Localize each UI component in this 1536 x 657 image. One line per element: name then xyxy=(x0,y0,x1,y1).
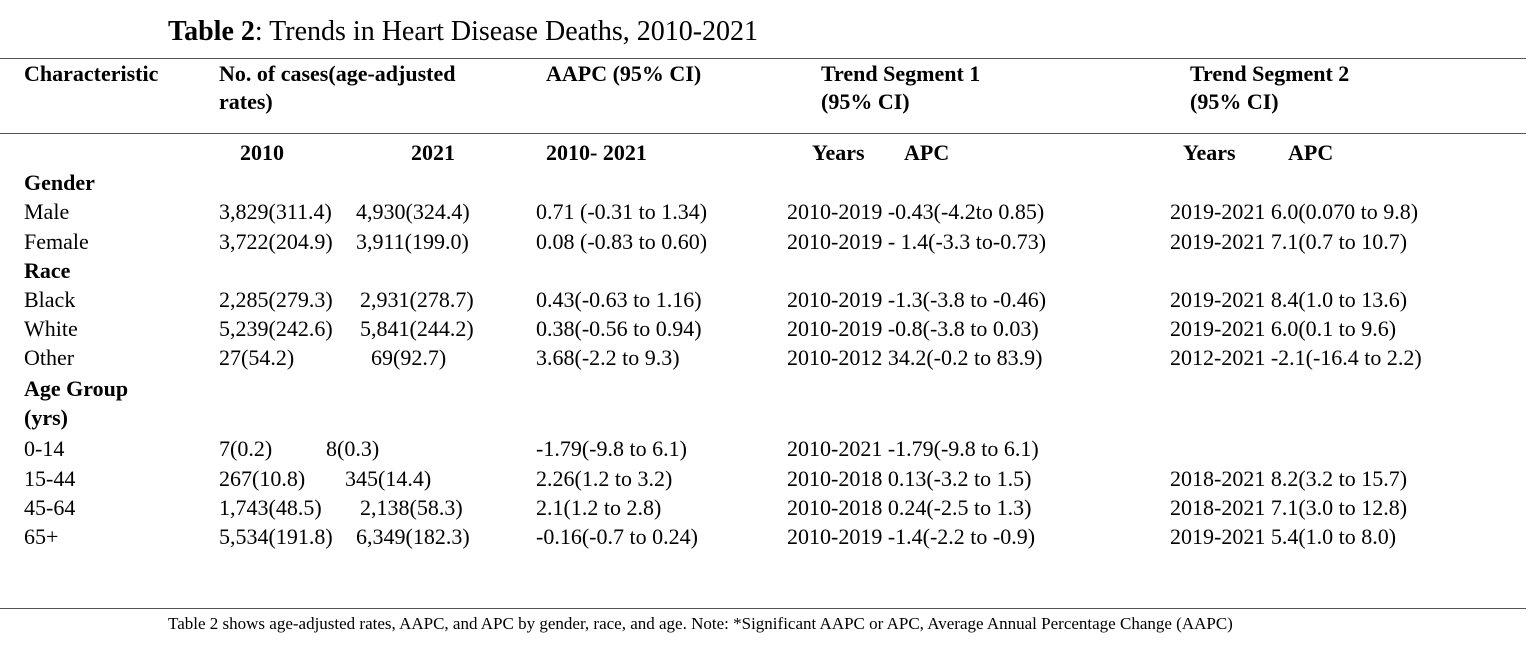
aapc-value: 2.1(1.2 to 2.8) xyxy=(536,495,662,520)
segment2-value: 2019-2021 8.4(1.0 to 13.6) xyxy=(1170,287,1408,312)
subheader-seg1-apc: APC xyxy=(904,140,950,165)
segment1-value: 2010-2019 - 1.4(-3.3 to-0.73) xyxy=(787,229,1047,254)
header-seg2-line2: (95% CI) xyxy=(1190,89,1279,114)
cases-2021: 4,930(324.4) xyxy=(356,199,470,224)
row-label: 15-44 xyxy=(24,466,76,491)
bottom-rule xyxy=(0,608,1526,609)
segment2-value: 2019-2021 5.4(1.0 to 8.0) xyxy=(1170,524,1397,549)
cases-2010: 2,285(279.3) xyxy=(219,287,333,312)
segment1-value: 2010-2019 -1.4(-2.2 to -0.9) xyxy=(787,524,1036,549)
cases-2021: 5,841(244.2) xyxy=(360,316,474,341)
aapc-value: 3.68(-2.2 to 9.3) xyxy=(536,345,680,370)
segment1-value: 2010-2019 -0.8(-3.8 to 0.03) xyxy=(787,316,1039,341)
cases-2010: 3,829(311.4) xyxy=(219,199,332,224)
cases-2010: 267(10.8) xyxy=(219,466,306,491)
row-label: 0-14 xyxy=(24,436,65,461)
segment2-value: 2018-2021 8.2(3.2 to 15.7) xyxy=(1170,466,1408,491)
cases-2021: 2,931(278.7) xyxy=(360,287,474,312)
cases-2021: 345(14.4) xyxy=(345,466,432,491)
subheader-2010: 2010 xyxy=(240,140,284,165)
section-age-group-line2: (yrs) xyxy=(24,405,68,430)
cases-2010: 5,239(242.6) xyxy=(219,316,333,341)
row-label: Male xyxy=(24,199,70,224)
segment2-value: 2018-2021 7.1(3.0 to 12.8) xyxy=(1170,495,1408,520)
row-label: 65+ xyxy=(24,524,59,549)
header-cases-line2: rates) xyxy=(219,89,273,114)
header-characteristic: Characteristic xyxy=(24,61,159,86)
section-age-group-line1: Age Group xyxy=(24,376,129,401)
table-footnote: Table 2 shows age-adjusted rates, AAPC, … xyxy=(168,614,1233,633)
subheader-seg1-years: Years xyxy=(812,140,865,165)
table-title-text: : Trends in Heart Disease Deaths, 2010-2… xyxy=(254,16,759,47)
segment1-value: 2010-2019 -0.43(-4.2to 0.85) xyxy=(787,199,1045,224)
top-rule xyxy=(0,58,1526,59)
segment1-value: 2010-2018 0.24(-2.5 to 1.3) xyxy=(787,495,1032,520)
subheader-2021: 2021 xyxy=(411,140,455,165)
cases-2021: 8(0.3) xyxy=(326,436,380,461)
row-label: Black xyxy=(24,287,76,312)
segment2-value: 2019-2021 6.0(0.070 to 9.8) xyxy=(1170,199,1419,224)
cases-2010: 3,722(204.9) xyxy=(219,229,333,254)
segment1-value: 2010-2012 34.2(-0.2 to 83.9) xyxy=(787,345,1043,370)
section-gender: Gender xyxy=(24,170,95,195)
header-seg2-line1: Trend Segment 2 xyxy=(1190,61,1350,86)
cases-2021: 3,911(199.0) xyxy=(356,229,469,254)
subheader-seg2-apc: APC xyxy=(1288,140,1334,165)
subheader-aapc-range: 2010- 2021 xyxy=(546,140,647,165)
table-title-prefix: Table 2 xyxy=(168,16,255,47)
segment2-value: 2012-2021 -2.1(-16.4 to 2.2) xyxy=(1170,345,1422,370)
row-label: White xyxy=(24,316,78,341)
aapc-value: 0.08 (-0.83 to 0.60) xyxy=(536,229,708,254)
aapc-value: 0.71 (-0.31 to 1.34) xyxy=(536,199,708,224)
cases-2010: 5,534(191.8) xyxy=(219,524,333,549)
cases-2010: 7(0.2) xyxy=(219,436,273,461)
subheader-seg2-years: Years xyxy=(1183,140,1236,165)
header-aapc: AAPC (95% CI) xyxy=(546,61,702,86)
header-seg1-line1: Trend Segment 1 xyxy=(821,61,981,86)
cases-2021: 6,349(182.3) xyxy=(356,524,470,549)
row-label: 45-64 xyxy=(24,495,76,520)
aapc-value: -0.16(-0.7 to 0.24) xyxy=(536,524,698,549)
segment1-value: 2010-2021 -1.79(-9.8 to 6.1) xyxy=(787,436,1039,461)
header-rule xyxy=(0,133,1526,134)
aapc-value: -1.79(-9.8 to 6.1) xyxy=(536,436,687,461)
cases-2021: 2,138(58.3) xyxy=(360,495,463,520)
aapc-value: 2.26(1.2 to 3.2) xyxy=(536,466,673,491)
aapc-value: 0.38(-0.56 to 0.94) xyxy=(536,316,702,341)
header-cases-line1: No. of cases(age-adjusted xyxy=(219,61,456,86)
header-seg1-line2: (95% CI) xyxy=(821,89,910,114)
segment1-value: 2010-2018 0.13(-3.2 to 1.5) xyxy=(787,466,1032,491)
row-label: Other xyxy=(24,345,75,370)
cases-2021: 69(92.7) xyxy=(371,345,447,370)
aapc-value: 0.43(-0.63 to 1.16) xyxy=(536,287,702,312)
cases-2010: 27(54.2) xyxy=(219,345,295,370)
cases-2010: 1,743(48.5) xyxy=(219,495,322,520)
segment2-value: 2019-2021 6.0(0.1 to 9.6) xyxy=(1170,316,1397,341)
section-race: Race xyxy=(24,258,71,283)
segment2-value: 2019-2021 7.1(0.7 to 10.7) xyxy=(1170,229,1408,254)
table-title: Table 2: Trends in Heart Disease Deaths,… xyxy=(168,14,758,50)
row-label: Female xyxy=(24,229,89,254)
segment1-value: 2010-2019 -1.3(-3.8 to -0.46) xyxy=(787,287,1047,312)
